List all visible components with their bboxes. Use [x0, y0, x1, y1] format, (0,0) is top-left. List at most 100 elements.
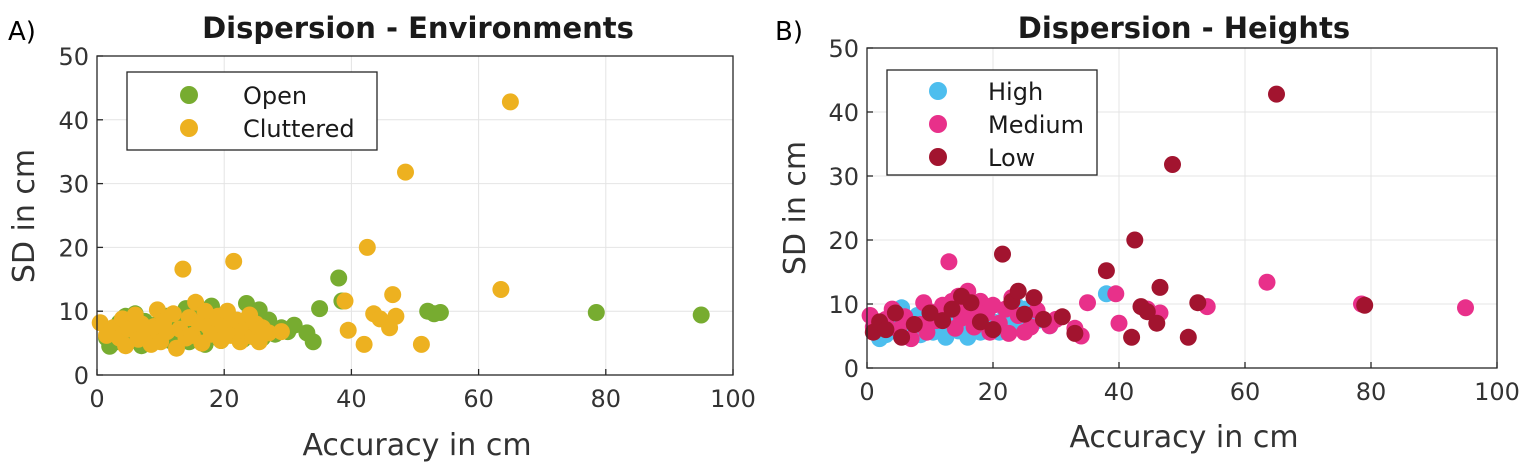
- data-point-cluttered: [164, 305, 182, 323]
- data-point-cluttered: [355, 335, 373, 353]
- chart-title-a: Dispersion - Environments: [202, 11, 634, 45]
- data-point-medium: [1079, 294, 1096, 312]
- y-tick-label: 40: [828, 99, 859, 127]
- data-point-cluttered: [397, 163, 414, 181]
- data-point-medium: [1110, 314, 1128, 332]
- data-point-cluttered: [158, 323, 176, 341]
- x-axis-label-a: Accuracy in cm: [302, 428, 531, 463]
- legend-label-medium: Medium: [988, 111, 1084, 139]
- series-cluttered: [91, 93, 519, 357]
- data-points-b: [861, 85, 1474, 348]
- data-point-cluttered: [117, 337, 135, 355]
- y-tick-label: 30: [58, 171, 89, 199]
- data-point-cluttered: [260, 324, 278, 342]
- panel-b: B) Dispersion - Heights Accuracy in cm S…: [775, 11, 1520, 455]
- x-tick-label: 80: [1356, 378, 1387, 406]
- x-tick-label: 60: [1230, 378, 1261, 406]
- y-tick-label: 50: [828, 35, 859, 63]
- data-point-low: [1189, 294, 1207, 312]
- data-point-cluttered: [225, 252, 243, 270]
- data-point-low: [1138, 303, 1156, 321]
- panel-a: A) Dispersion - Environments Accuracy in…: [7, 11, 756, 463]
- legend-box-a: [126, 71, 378, 151]
- data-point-low: [994, 245, 1011, 263]
- data-point-cluttered: [384, 286, 402, 304]
- legend-marker-high: [929, 82, 947, 100]
- data-point-open: [304, 333, 322, 351]
- data-point-cluttered: [336, 292, 354, 310]
- data-point-low: [886, 304, 904, 322]
- x-tick-label: 0: [859, 378, 874, 406]
- data-point-low: [1016, 305, 1033, 323]
- tick-labels-a: 0 20 40 60 80 100 0 10 20 30 40 50: [58, 43, 755, 413]
- data-point-low: [1356, 296, 1374, 314]
- data-point-cluttered: [272, 323, 290, 341]
- legend-b: High Medium Low: [886, 69, 1098, 176]
- legend-label-high: High: [988, 78, 1043, 106]
- legend-marker-cluttered: [180, 119, 198, 137]
- axes-b: [866, 47, 1498, 369]
- panel-label-a: A): [8, 17, 36, 47]
- y-axis-label-a: SD in cm: [7, 149, 42, 283]
- data-point-low: [1268, 85, 1285, 103]
- y-tick-label: 0: [74, 362, 89, 390]
- data-point-cluttered: [412, 335, 430, 353]
- data-point-low: [1164, 156, 1181, 173]
- data-point-low: [943, 300, 961, 318]
- panel-label-b: B): [775, 17, 803, 47]
- chart-title-b: Dispersion - Heights: [1018, 11, 1350, 45]
- legend-marker-medium: [929, 115, 947, 133]
- data-point-medium: [1258, 273, 1276, 291]
- data-point-open: [311, 300, 329, 318]
- x-axis-label-b: Accuracy in cm: [1069, 420, 1298, 455]
- data-points-a: [91, 93, 710, 357]
- x-tick-label: 40: [336, 385, 367, 413]
- data-point-low: [934, 312, 952, 330]
- data-point-medium: [1022, 318, 1040, 336]
- legend-label-cluttered: Cluttered: [243, 115, 355, 143]
- y-tick-label: 10: [58, 298, 89, 326]
- data-point-medium: [940, 253, 958, 271]
- data-point-low: [877, 321, 895, 339]
- x-tick-label: 0: [89, 385, 104, 413]
- y-tick-label: 50: [58, 43, 89, 71]
- data-point-low: [1148, 314, 1166, 332]
- x-tick-label: 20: [209, 385, 240, 413]
- y-axis-label-b: SD in cm: [778, 141, 813, 275]
- x-tick-label: 100: [710, 385, 756, 413]
- data-point-low: [1034, 310, 1052, 328]
- y-tick-label: 0: [844, 355, 859, 383]
- data-point-open: [431, 304, 449, 321]
- data-point-cluttered: [501, 93, 519, 111]
- data-point-low: [971, 313, 989, 331]
- data-point-low: [893, 328, 911, 346]
- data-point-low: [984, 321, 1002, 339]
- data-point-cluttered: [358, 238, 376, 256]
- axes-frame-a: [96, 55, 734, 376]
- data-point-medium: [1107, 285, 1125, 303]
- legend-box-b: [886, 69, 1098, 176]
- data-point-cluttered: [492, 281, 510, 298]
- data-point-cluttered: [174, 260, 192, 278]
- data-point-low: [1066, 324, 1084, 342]
- axes-frame-b: [866, 47, 1498, 369]
- data-point-low: [1097, 262, 1115, 280]
- x-tick-label: 80: [591, 385, 622, 413]
- tick-labels-b: 0 20 40 60 80 100 0 10 20 30 40 50: [828, 35, 1519, 406]
- legend-label-open: Open: [243, 82, 307, 110]
- series-low: [864, 85, 1374, 346]
- data-point-low: [1123, 328, 1141, 346]
- data-point-open: [587, 304, 605, 321]
- data-point-low: [1179, 328, 1197, 346]
- data-point-medium: [1457, 299, 1474, 317]
- data-point-low: [921, 304, 939, 322]
- data-point-low: [1009, 282, 1027, 300]
- data-point-cluttered: [339, 321, 357, 339]
- y-tick-label: 40: [58, 107, 89, 135]
- y-tick-label: 30: [828, 163, 859, 191]
- legend-marker-open: [180, 86, 198, 104]
- axes-a: [96, 55, 734, 376]
- y-tick-label: 10: [828, 291, 859, 319]
- x-tick-label: 20: [978, 378, 1009, 406]
